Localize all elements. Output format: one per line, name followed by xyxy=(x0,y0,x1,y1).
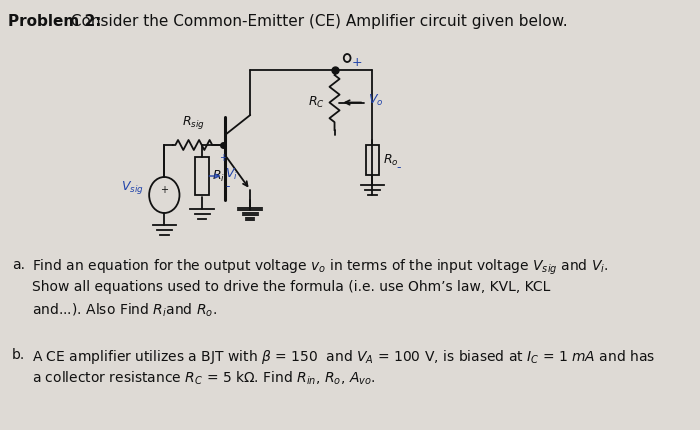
Text: -: - xyxy=(226,181,230,194)
Bar xyxy=(195,157,209,195)
Text: $R_o$: $R_o$ xyxy=(383,153,398,168)
Text: +: + xyxy=(219,153,228,163)
Text: A CE amplifier utilizes a BJT with $\beta$ = 150  and $V_A$ = 100 V, is biased a: A CE amplifier utilizes a BJT with $\bet… xyxy=(32,348,655,366)
Text: $R_i$: $R_i$ xyxy=(212,169,225,184)
Text: Consider the Common-Emitter (CE) Amplifier circuit given below.: Consider the Common-Emitter (CE) Amplifi… xyxy=(66,14,568,29)
Text: b.: b. xyxy=(12,348,25,362)
Text: +: + xyxy=(160,185,168,195)
Text: -: - xyxy=(396,162,400,175)
Text: $V_{sig}$: $V_{sig}$ xyxy=(121,178,144,196)
Text: Show all equations used to drive the formula (i.e. use Ohm’s law, KVL, KCL: Show all equations used to drive the for… xyxy=(32,280,550,294)
Text: Problem 2:: Problem 2: xyxy=(8,14,102,29)
Text: and...). Also Find $R_i$and $R_o$.: and...). Also Find $R_i$and $R_o$. xyxy=(32,302,217,319)
Bar xyxy=(365,145,379,175)
Text: a.: a. xyxy=(12,258,24,272)
Text: $R_{sig}$: $R_{sig}$ xyxy=(183,114,205,131)
Text: Find an equation for the output voltage $v_o$ in terms of the input voltage $V_{: Find an equation for the output voltage … xyxy=(32,258,609,277)
Text: $V_i$: $V_i$ xyxy=(225,166,238,181)
Text: $R_C$: $R_C$ xyxy=(308,95,324,110)
Text: $V_o$: $V_o$ xyxy=(368,93,384,108)
Text: +: + xyxy=(351,55,362,68)
Text: a collector resistance $R_C$ = 5 kΩ. Find $R_{in}$, $R_o$, $A_{vo}$.: a collector resistance $R_C$ = 5 kΩ. Fin… xyxy=(32,370,376,387)
